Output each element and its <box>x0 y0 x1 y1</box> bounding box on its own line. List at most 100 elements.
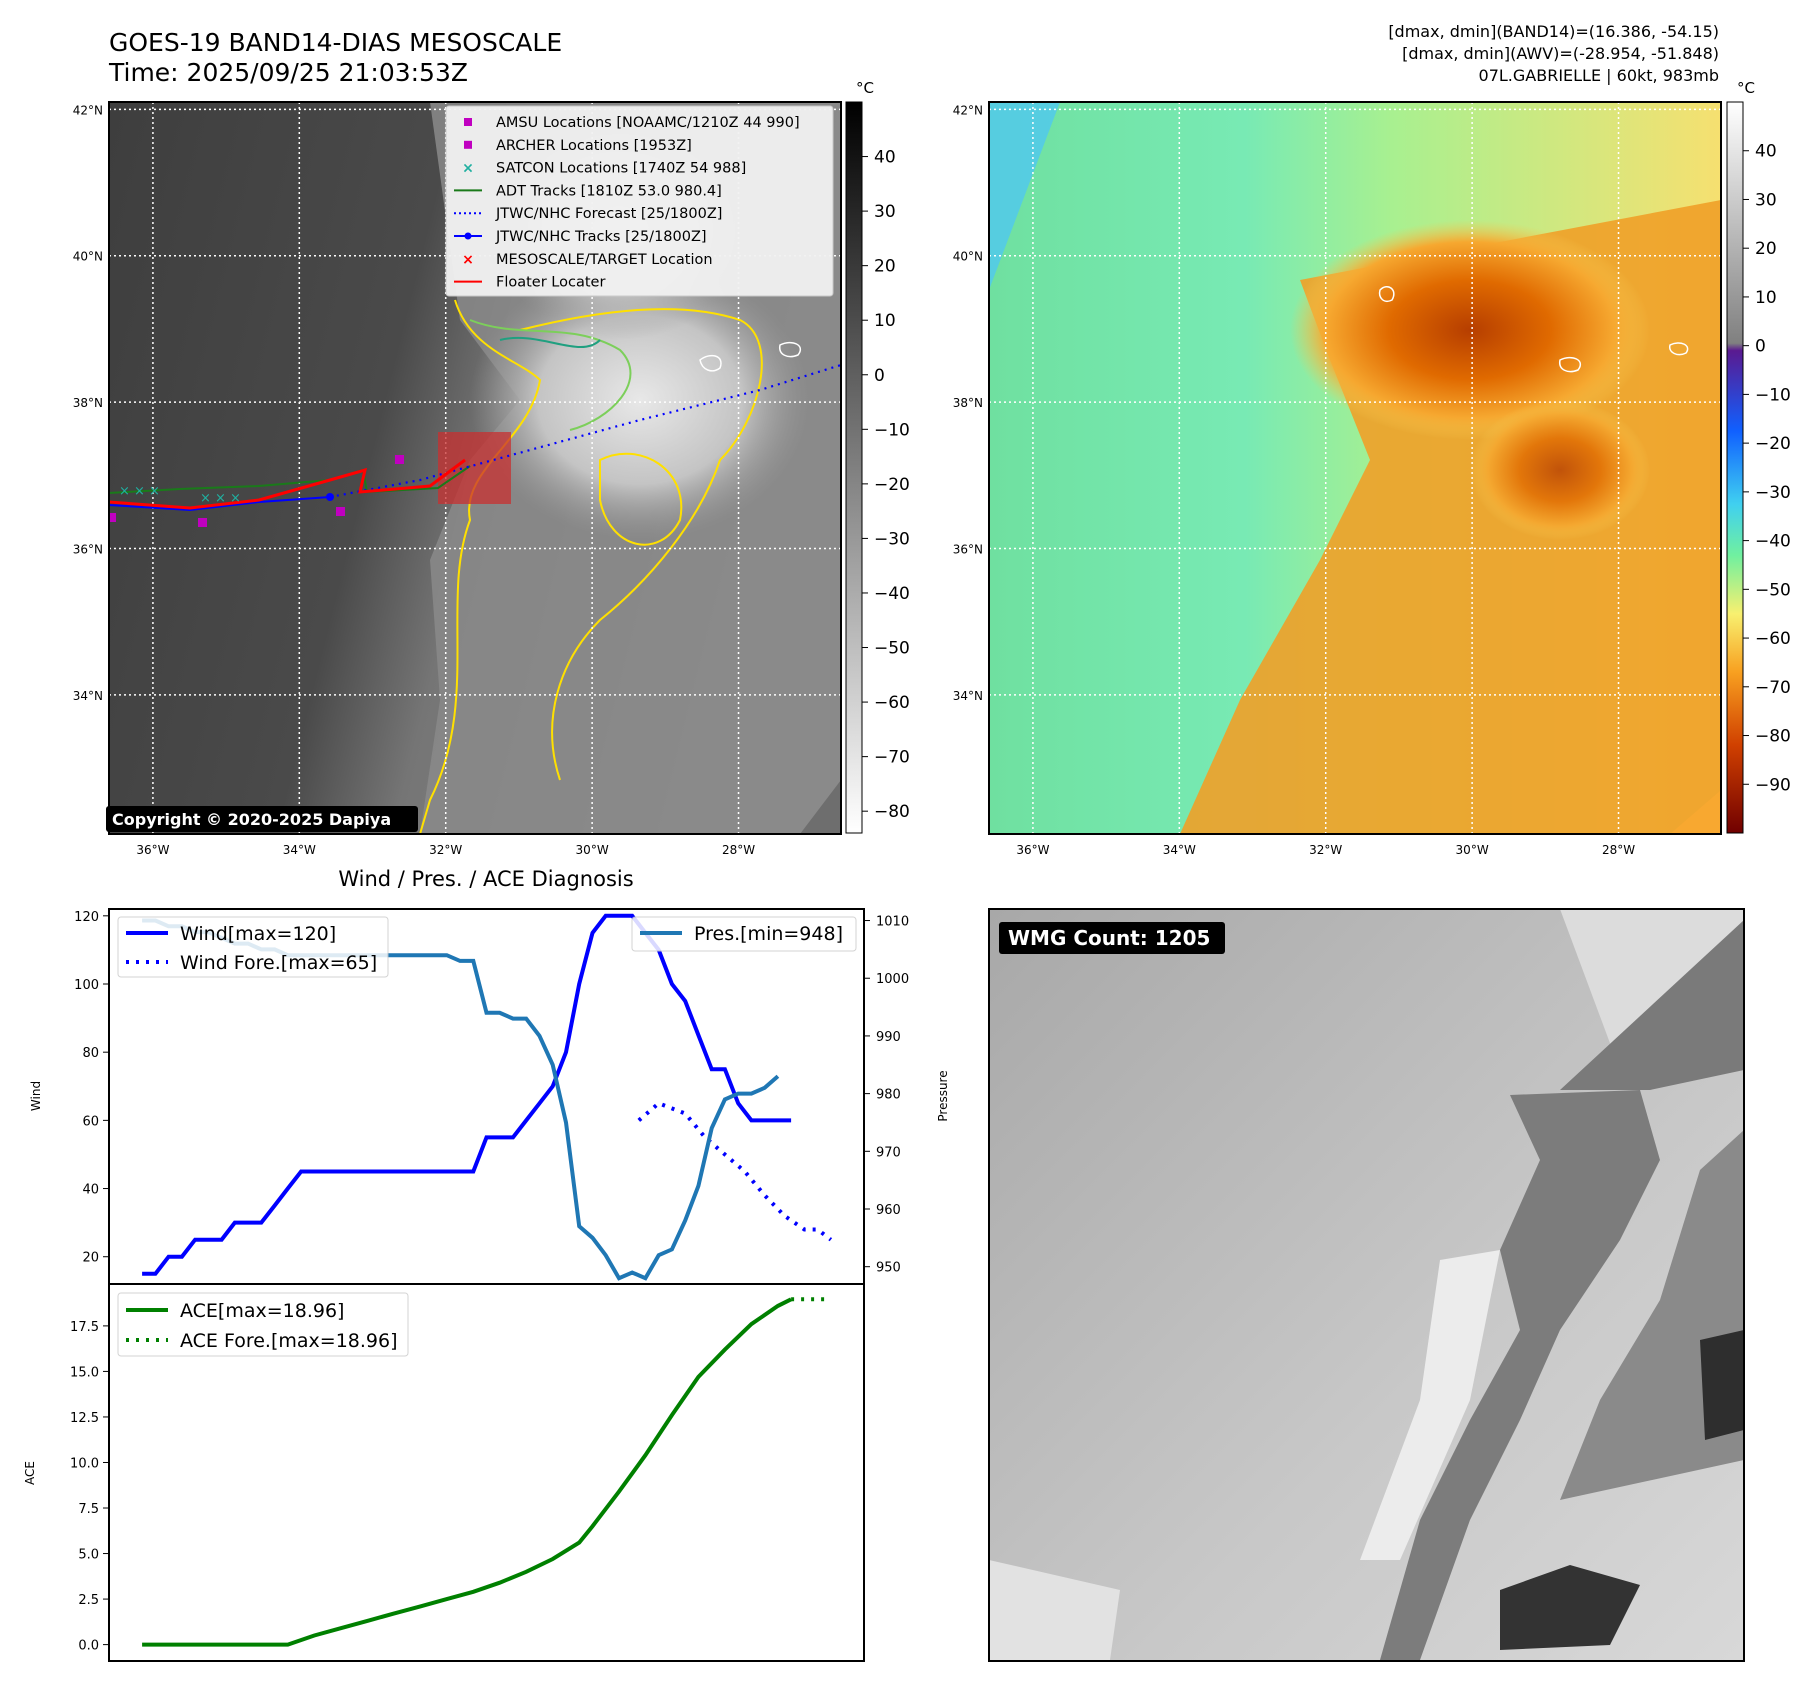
map-legend: AMSU Locations [NOAAMC/1210Z 44 990] ARCH… <box>445 105 834 297</box>
colorbar-tick-label: −80 <box>874 802 910 822</box>
ir-contour-yellow-2 <box>519 308 763 781</box>
map-legend-box <box>445 105 834 297</box>
wind-legend: Wind[max=120] Wind Fore.[max=65] <box>117 916 389 978</box>
legend-ace-label: ACE[max=18.96] <box>180 1300 344 1322</box>
colorbar-tick-label: 40 <box>1755 142 1777 162</box>
colorbar-tick-label: 30 <box>874 202 896 222</box>
colorbar-tick-label: −60 <box>1755 629 1791 649</box>
pressure-legend-box <box>631 916 857 952</box>
ace-y-tick-label: 5.0 <box>78 1548 99 1563</box>
wv-contour-white <box>1378 286 1395 302</box>
wv-cold-core <box>1290 220 1650 440</box>
map-lon-label: 28°W <box>722 843 755 857</box>
wind-legend-box <box>117 916 389 978</box>
band14-range-info: [dmax, dmin](BAND14)=(16.386, -54.15) <box>1388 22 1719 41</box>
ir-cloud-core <box>470 260 810 540</box>
colorbar-tick-label: 20 <box>1755 239 1777 259</box>
wmg-bright-edge <box>1360 1250 1500 1560</box>
ir-contour-green <box>469 319 632 431</box>
colorbar-tick-label: 0 <box>1755 337 1766 357</box>
ir-colorbar: °C 40 30 20 10 0 −10 −20 −30 −40 −50 −60 −70 −80 <box>845 79 910 834</box>
mesoscale-target-box <box>438 432 511 504</box>
wmg-count-box <box>999 922 1225 954</box>
map-lon-label: 36°W <box>1016 843 1049 857</box>
map-lon-label: 30°W <box>1456 843 1489 857</box>
colorbar-tick-label: 0 <box>874 366 885 386</box>
wv-contour-white-3 <box>1669 342 1689 356</box>
colorbar-tick-label: 30 <box>1755 190 1777 210</box>
legend-wind-label: Wind[max=120] <box>180 923 336 945</box>
map-lat-label: 40°N <box>73 250 103 264</box>
figure-title: GOES-19 BAND14-DIAS MESOSCALE <box>109 28 562 57</box>
ace-chart: 0.0 2.5 5.0 7.5 10.0 12.5 15.0 17.5 ACE ACE[max… <box>23 1283 865 1662</box>
wmg-light-corner <box>989 1560 1120 1660</box>
wind-pressure-chart: 20 40 60 80 100 120 950 960 970 980 990 1000 1010 W… <box>29 908 950 1285</box>
colorbar-tick-label: −90 <box>1755 775 1791 795</box>
pressure-y-tick-label: 980 <box>876 1088 901 1103</box>
ace-y-tick-label: 10.0 <box>70 1456 99 1471</box>
map-lat-label: 42°N <box>953 103 983 117</box>
wv-lon-labels: 36°W 34°W 32°W 30°W 28°W <box>1016 843 1635 857</box>
colorbar-tick-label: 20 <box>874 257 896 277</box>
wv-colorbar: °C 40 30 20 10 0 −10 −20 −30 −40 −50 −60 −70 −80 −90 <box>1726 79 1791 834</box>
amsu-location-marker-2 <box>198 518 207 527</box>
legend-entry-label: ARCHER Locations [1953Z] <box>496 138 692 154</box>
colorbar-tick-label: −70 <box>874 748 910 768</box>
ace-y-tick-label: 12.5 <box>70 1411 99 1426</box>
wind-axis-label: Wind <box>29 1081 43 1111</box>
awv-range-info: [dmax, dmin](AWV)=(-28.954, -51.848) <box>1402 44 1719 63</box>
ir-contour-white <box>699 354 722 372</box>
ir-colorbar-gradient <box>845 101 863 834</box>
wv-lat-labels: 42°N 40°N 38°N 36°N 34°N <box>953 103 983 703</box>
map-lon-label: 32°W <box>1309 843 1342 857</box>
colorbar-tick-label: −70 <box>1755 678 1791 698</box>
archer-location-marker-2 <box>395 455 404 464</box>
ace-y-tick-label: 0.0 <box>78 1639 99 1654</box>
map-lon-label: 36°W <box>136 843 169 857</box>
ace-axis-label: ACE <box>23 1461 37 1485</box>
ace-legend: ACE[max=18.96] ACE Fore.[max=18.96] <box>117 1292 409 1357</box>
colorbar-tick-label: −30 <box>1755 483 1791 503</box>
figure-time: Time: 2025/09/25 21:03:53Z <box>108 58 468 87</box>
legend-pres-label: Pres.[min=948] <box>694 923 843 945</box>
pressure-axis-label: Pressure <box>936 1070 950 1121</box>
storm-info: 07L.GABRIELLE | 60kt, 983mb <box>1479 66 1719 85</box>
pressure-y-tick-label: 1000 <box>876 972 909 987</box>
map-lat-label: 36°N <box>953 543 983 557</box>
ace-y-ticks: 0.0 2.5 5.0 7.5 10.0 12.5 15.0 17.5 <box>70 1320 109 1654</box>
amsu-location-marker <box>109 513 116 522</box>
legend-entry-label: SATCON Locations [1740Z 54 988] <box>496 161 746 177</box>
wmg-dark-edge <box>1700 1330 1744 1440</box>
ir-corner <box>800 780 841 834</box>
satcon-markers: × × × <box>119 484 160 499</box>
map-lat-label: 34°N <box>73 689 103 703</box>
legend-dot-marker <box>464 232 472 240</box>
wv-colorbar-unit: °C <box>1737 79 1755 97</box>
wmg-dark-block <box>1500 1565 1640 1650</box>
wind-series-line <box>142 913 792 1276</box>
ir-lat-labels: 42°N 40°N 38°N 36°N 34°N <box>73 103 103 703</box>
wind-y-tick-label: 120 <box>74 910 99 925</box>
ace-legend-box <box>117 1292 409 1357</box>
colorbar-tick-label: −10 <box>1755 385 1791 405</box>
colorbar-tick-label: 10 <box>874 311 896 331</box>
wv-map-frame <box>988 101 1722 835</box>
map-lon-label: 28°W <box>1602 843 1635 857</box>
pressure-y-ticks: 950 960 970 980 990 1000 1010 <box>864 915 909 1276</box>
wmg-panel: WMG Count: 1205 <box>988 908 1745 1662</box>
map-lat-label: 38°N <box>953 396 983 410</box>
floater-locater-line <box>109 458 466 510</box>
map-lon-label: 34°W <box>1163 843 1196 857</box>
ace-y-tick-label: 17.5 <box>70 1320 99 1335</box>
ace-y-tick-label: 2.5 <box>78 1593 99 1608</box>
colorbar-tick-label: −20 <box>874 475 910 495</box>
wind-y-tick-label: 80 <box>82 1046 99 1061</box>
legend-wind-fore-label: Wind Fore.[max=65] <box>180 952 377 974</box>
wv-colorbar-gradient <box>1726 101 1744 834</box>
ace-y-tick-label: 15.0 <box>70 1365 99 1380</box>
map-lat-label: 34°N <box>953 689 983 703</box>
pressure-y-tick-label: 950 <box>876 1261 901 1276</box>
legend-entry-label: Floater Locater <box>496 275 605 291</box>
wv-map-panel: 42°N 40°N 38°N 36°N 34°N 36°W 34°W 32°W 30°W 28°… <box>953 101 1722 857</box>
